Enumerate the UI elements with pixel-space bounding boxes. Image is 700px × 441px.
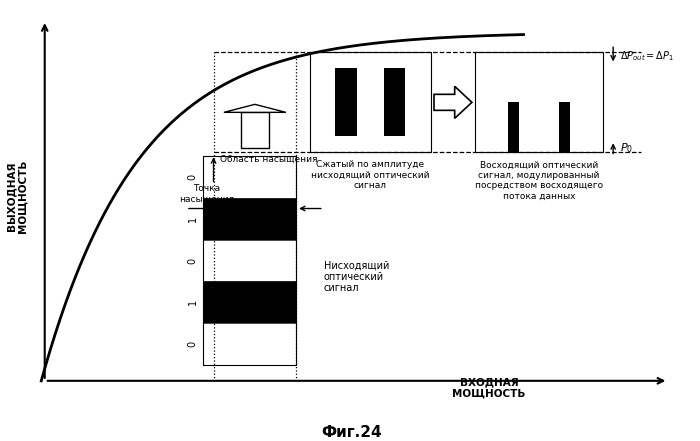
Text: $P_0$: $P_0$ (620, 142, 633, 155)
Text: 1: 1 (188, 216, 198, 222)
Text: Точка
насыщения: Точка насыщения (179, 184, 235, 204)
Text: Область насыщения: Область насыщения (220, 154, 318, 164)
Bar (203, 281, 296, 323)
Bar (203, 198, 296, 240)
Bar (203, 157, 296, 365)
Bar (384, 68, 405, 136)
Text: ВЫХОДНАЯ
МОЩНОСТЬ: ВЫХОДНАЯ МОЩНОСТЬ (6, 160, 28, 233)
Text: 0: 0 (188, 258, 198, 264)
Text: $\Delta P_{out} = \Delta P_1$: $\Delta P_{out} = \Delta P_1$ (620, 49, 674, 63)
Text: Восходящий оптический
сигнал, модулированный
посредством восходящего
потока данн: Восходящий оптический сигнал, модулирова… (475, 161, 603, 201)
Bar (559, 102, 570, 153)
Bar (203, 323, 296, 365)
Polygon shape (224, 105, 286, 112)
Text: Сжатый по амплитуде
нисходящий оптический
сигнал: Сжатый по амплитуде нисходящий оптически… (311, 161, 430, 190)
Text: 0: 0 (188, 174, 198, 180)
Text: ВХОДНАЯ
МОЩНОСТЬ: ВХОДНАЯ МОЩНОСТЬ (452, 377, 526, 399)
Bar (475, 52, 603, 153)
Text: 0: 0 (188, 341, 198, 347)
FancyArrow shape (434, 86, 472, 118)
Text: $\Delta P_{in}$: $\Delta P_{in}$ (244, 213, 266, 226)
Bar (335, 68, 357, 136)
Bar (241, 112, 269, 149)
Bar (508, 102, 519, 153)
Text: Нисходящий
оптический
сигнал: Нисходящий оптический сигнал (324, 260, 389, 293)
Bar (203, 240, 296, 281)
Bar (310, 52, 430, 153)
Text: Фиг.24: Фиг.24 (321, 425, 382, 440)
Bar (203, 157, 296, 198)
Text: 1: 1 (188, 299, 198, 305)
